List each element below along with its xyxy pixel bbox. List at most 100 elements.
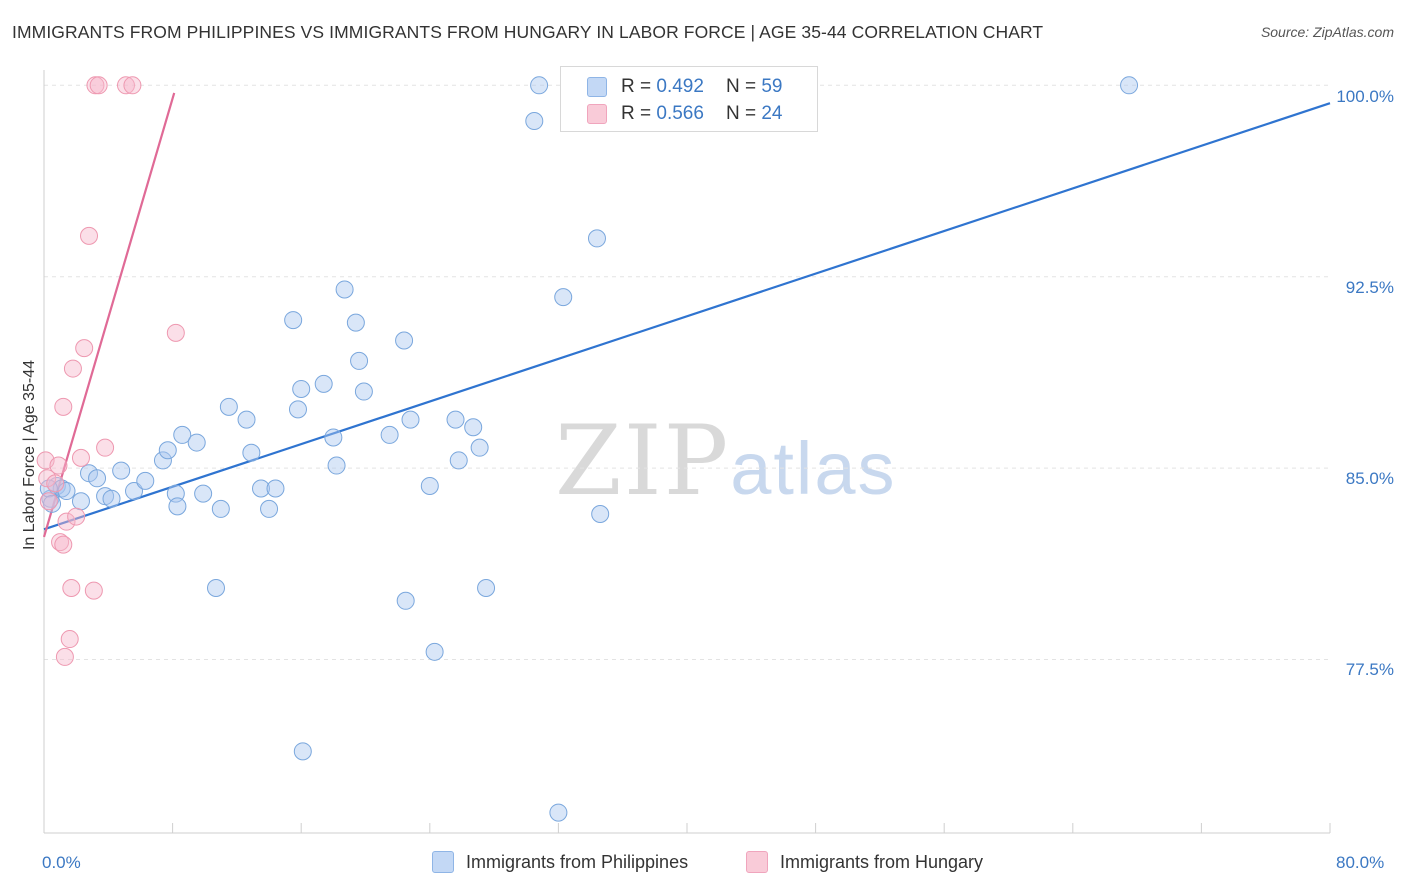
series-legend-philippines: Immigrants from Philippines: [432, 851, 688, 873]
philippines-point: [292, 379, 311, 398]
philippines-point: [335, 280, 354, 299]
philippines-point: [158, 441, 177, 460]
legend-r-label: R =: [621, 103, 652, 124]
series-legend-hungary: Immigrants from Hungary: [746, 851, 983, 873]
series-name-philippines: Immigrants from Philippines: [466, 851, 689, 872]
y-tick-label: 85.0%: [1345, 469, 1394, 488]
legend-r-label: R =: [621, 76, 652, 97]
philippines-point: [207, 579, 226, 598]
philippines-point: [136, 471, 155, 490]
hungary-point: [55, 647, 74, 666]
philippines-point: [530, 76, 549, 95]
philippines-point: [380, 425, 399, 444]
philippines-point: [219, 397, 238, 416]
x-tick-label: 80.0%: [1336, 853, 1385, 872]
philippines-point: [327, 456, 346, 475]
hungary-point: [89, 76, 108, 95]
philippines-point: [446, 410, 465, 429]
philippines-point: [449, 451, 468, 470]
hungary-point: [67, 507, 86, 526]
philippines-point: [112, 461, 131, 480]
y-tick-label: 77.5%: [1345, 660, 1394, 679]
philippines-point: [194, 484, 213, 503]
philippines-point: [354, 382, 373, 401]
philippines-point: [260, 499, 279, 518]
philippines-point: [153, 451, 172, 470]
hungary-point: [63, 359, 82, 378]
philippines-point: [237, 410, 256, 429]
philippines-point: [425, 642, 444, 661]
hungary-point: [60, 630, 79, 649]
correlation-legend: R = 0.492 N = 59 R = 0.566 N = 24: [560, 66, 818, 132]
series-swatch-philippines: [432, 851, 454, 873]
y-axis-label: In Labor Force | Age 35-44: [21, 359, 38, 551]
series-name-hungary: Immigrants from Hungary: [780, 851, 984, 872]
hungary-point: [80, 226, 99, 245]
chart-title: IMMIGRANTS FROM PHILIPPINES VS IMMIGRANT…: [12, 22, 1044, 42]
hungary-point: [51, 533, 70, 552]
philippines-point: [266, 479, 285, 498]
philippines-point: [525, 112, 544, 131]
legend-r-value: 0.492: [656, 76, 704, 97]
legend-row-hungary: R = 0.566 N = 24: [587, 103, 782, 125]
axes: [43, 70, 1331, 834]
trend-lines: [42, 92, 1331, 538]
hungary-point: [46, 474, 65, 493]
data-points: [36, 76, 1139, 822]
philippines-point: [396, 591, 415, 610]
philippines-point: [211, 499, 230, 518]
y-tick-label: 100.0%: [1336, 87, 1394, 106]
hungary-point: [54, 535, 73, 554]
legend-r-value: 0.566: [656, 103, 704, 124]
philippines-point: [587, 229, 606, 248]
legend-n-value: 59: [761, 76, 783, 97]
hungary-point: [71, 448, 90, 467]
y-tick-label: 92.5%: [1345, 278, 1394, 297]
philippines-point: [102, 489, 121, 508]
chart-source: Source: ZipAtlas.com: [1260, 24, 1394, 40]
hungary-point: [116, 76, 135, 95]
x-tick-label: 0.0%: [42, 853, 81, 872]
hungary-point: [84, 581, 103, 600]
philippines-point: [187, 433, 206, 452]
philippines-point: [88, 469, 107, 488]
philippines-point: [314, 374, 333, 393]
hungary-point: [39, 492, 58, 511]
philippines-point: [470, 438, 489, 457]
hungary-point: [96, 438, 115, 457]
hungary-point: [54, 397, 73, 416]
watermark-zip: ZIP: [555, 405, 731, 517]
legend-row-philippines: R = 0.492 N = 59: [587, 76, 782, 98]
philippines-point: [549, 803, 568, 822]
philippines-point: [173, 425, 192, 444]
philippines-point: [168, 497, 187, 516]
legend-n-value: 24: [761, 103, 783, 124]
hungary-point: [62, 579, 81, 598]
legend-n-label: N =: [725, 103, 757, 124]
philippines-point: [346, 313, 365, 332]
philippines-trend-line: [43, 102, 1331, 531]
hungary-point: [123, 76, 142, 95]
philippines-point: [1120, 76, 1139, 95]
philippines-point: [591, 505, 610, 524]
philippines-point: [71, 492, 90, 511]
legend-swatch-hungary: [587, 104, 607, 124]
philippines-point: [350, 351, 369, 370]
hungary-point: [57, 512, 76, 531]
hungary-point: [49, 456, 68, 475]
philippines-point: [420, 476, 439, 495]
philippines-point: [125, 482, 144, 501]
philippines-point: [554, 288, 573, 307]
philippines-point: [324, 428, 343, 447]
philippines-point: [395, 331, 414, 350]
philippines-point: [252, 479, 271, 498]
hungary-trend-line: [42, 92, 176, 538]
philippines-point: [43, 494, 62, 513]
philippines-point: [284, 311, 303, 330]
philippines-point: [288, 400, 307, 419]
philippines-point: [293, 742, 312, 761]
philippines-point: [242, 443, 261, 462]
legend-swatch-philippines: [587, 77, 607, 97]
philippines-point: [477, 579, 496, 598]
